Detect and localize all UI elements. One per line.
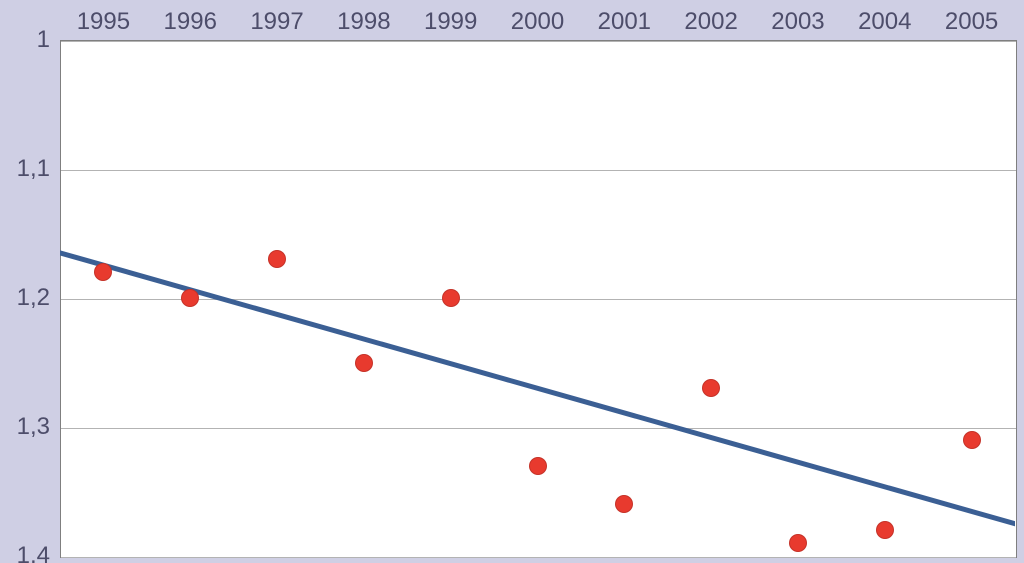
- trend-line: [0, 0, 1024, 563]
- data-point: [268, 250, 286, 268]
- x-tick-label: 2003: [771, 8, 824, 36]
- y-tick-label: 1,3: [0, 413, 50, 441]
- data-point: [529, 457, 547, 475]
- x-tick-label: 1996: [164, 8, 217, 36]
- x-tick-label: 2002: [684, 8, 737, 36]
- data-point: [789, 534, 807, 552]
- data-point: [963, 431, 981, 449]
- x-tick-label: 1997: [250, 8, 303, 36]
- scatter-chart: 1995 1996 1997 1998 1999 2000 2001 2002 2003 2004…: [0, 0, 1024, 563]
- x-tick-label: 2004: [858, 8, 911, 36]
- x-tick-label: 1995: [77, 8, 130, 36]
- x-tick-label: 2005: [945, 8, 998, 36]
- data-point: [181, 289, 199, 307]
- data-point: [94, 263, 112, 281]
- y-tick-label: 1,4: [0, 542, 50, 563]
- y-tick-label: 1: [0, 26, 50, 54]
- x-tick-label: 2001: [598, 8, 651, 36]
- x-tick-label: 2000: [511, 8, 564, 36]
- y-tick-label: 1,2: [0, 284, 50, 312]
- data-point: [355, 354, 373, 372]
- data-point: [876, 521, 894, 539]
- data-point: [702, 379, 720, 397]
- x-tick-label: 1998: [337, 8, 390, 36]
- data-point: [442, 289, 460, 307]
- x-tick-label: 1999: [424, 8, 477, 36]
- data-point: [615, 495, 633, 513]
- y-tick-label: 1,1: [0, 155, 50, 183]
